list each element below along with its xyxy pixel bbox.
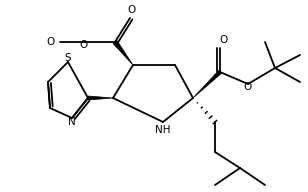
Polygon shape bbox=[193, 70, 221, 98]
Text: O: O bbox=[219, 35, 227, 45]
Polygon shape bbox=[88, 96, 113, 100]
Polygon shape bbox=[113, 41, 133, 65]
Text: O: O bbox=[128, 5, 136, 15]
Text: O: O bbox=[80, 40, 88, 50]
Text: O: O bbox=[47, 37, 55, 47]
Text: NH: NH bbox=[155, 125, 171, 135]
Text: O: O bbox=[244, 82, 252, 92]
Text: S: S bbox=[65, 53, 71, 63]
Text: N: N bbox=[68, 117, 76, 127]
